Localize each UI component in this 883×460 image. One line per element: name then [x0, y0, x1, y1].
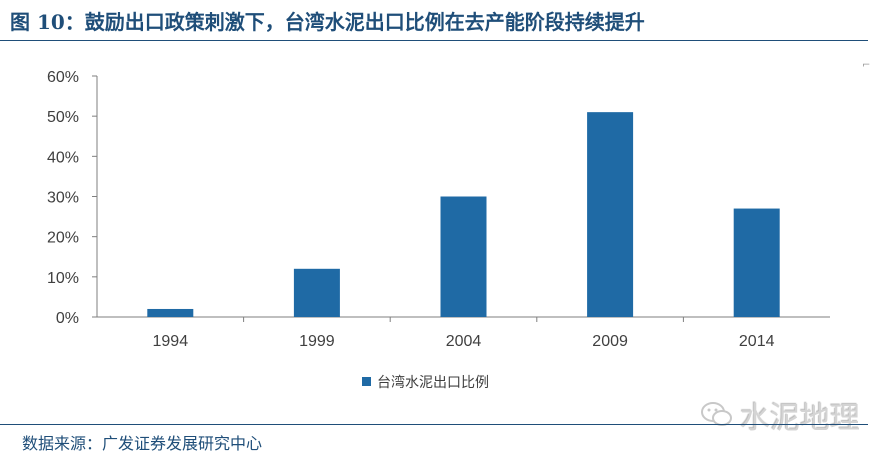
y-tick-label: 50%: [47, 109, 79, 126]
corner-mark: ⌐: [862, 60, 871, 71]
x-tick-label: 2004: [446, 333, 482, 350]
x-tick-label: 1994: [153, 333, 189, 350]
y-tick-label: 30%: [47, 190, 79, 207]
source-note: 数据来源：广发证券发展研究中心: [22, 434, 263, 453]
legend-swatch: [362, 377, 371, 386]
footer-divider: [0, 424, 868, 425]
legend-label: 台湾水泥出口比例: [377, 374, 489, 391]
y-ticks: 0% 10% 20% 30% 40% 50% 60%: [47, 69, 97, 327]
y-tick-label: 40%: [47, 149, 79, 166]
figure-title: 图 10：鼓励出口政策刺激下，台湾水泥出口比例在去产能阶段持续提升: [10, 10, 645, 34]
watermark-text: 水泥地理: [740, 401, 860, 436]
bar-2004: [440, 196, 487, 317]
x-tick-label: 2009: [592, 333, 628, 350]
title-divider: [0, 40, 868, 41]
y-tick-label: 20%: [47, 230, 79, 247]
bar-1999: [293, 268, 340, 317]
y-tick-label: 10%: [47, 270, 79, 287]
watermark: 水泥地理: [700, 395, 860, 436]
x-tick-label: 2014: [739, 333, 775, 350]
bar-2014: [733, 208, 780, 317]
bars: [147, 112, 780, 318]
x-ticks: 1994 1999 2004 2009 2014: [153, 317, 775, 350]
bar-chart: 0% 10% 20% 30% 40% 50% 60% 1994 1999 2004 2009 201…: [47, 69, 830, 391]
y-tick-label: 0%: [56, 310, 79, 327]
wechat-icon: [701, 402, 732, 426]
legend: 台湾水泥出口比例: [362, 374, 489, 391]
bar-1994: [147, 308, 194, 317]
y-tick-label: 60%: [47, 69, 79, 86]
bar-2009: [587, 112, 634, 318]
x-tick-label: 1999: [299, 333, 335, 350]
